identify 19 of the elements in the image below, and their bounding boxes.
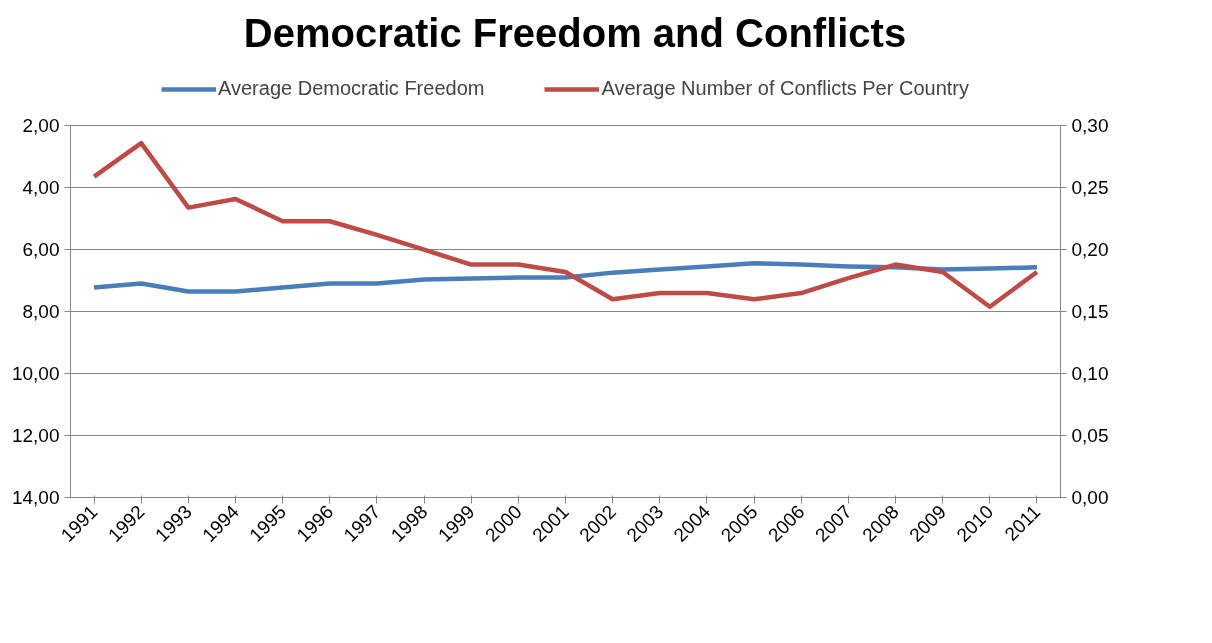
y-tick-label: 4,00 xyxy=(22,177,60,199)
line-series xyxy=(91,261,1040,294)
legend-label: Average Democratic Freedom xyxy=(218,77,485,101)
y-tick-label: 6,00 xyxy=(22,239,60,261)
y2-tick-label: 0,15 xyxy=(1071,301,1109,323)
y2-tick-label: 0,10 xyxy=(1071,363,1109,385)
y2-tick-label: 0,30 xyxy=(1071,115,1109,137)
y-tick-label: 2,00 xyxy=(22,115,60,137)
y2-tick-label: 0,00 xyxy=(1071,487,1109,509)
y2-tick-label: 0,20 xyxy=(1071,239,1109,261)
chart-title: Democratic Freedom and Conflicts xyxy=(243,10,907,57)
y-tick-label: 12,00 xyxy=(11,425,60,447)
y-tick-label: 10,00 xyxy=(11,363,60,385)
legend-label: Average Number of Conflicts Per Country xyxy=(601,77,969,101)
y2-tick-label: 0,25 xyxy=(1071,177,1109,199)
y-tick-label: 14,00 xyxy=(11,487,60,509)
y2-tick-label: 0,05 xyxy=(1071,425,1109,447)
y-tick-label: 8,00 xyxy=(22,301,60,323)
line-series xyxy=(91,141,1040,310)
